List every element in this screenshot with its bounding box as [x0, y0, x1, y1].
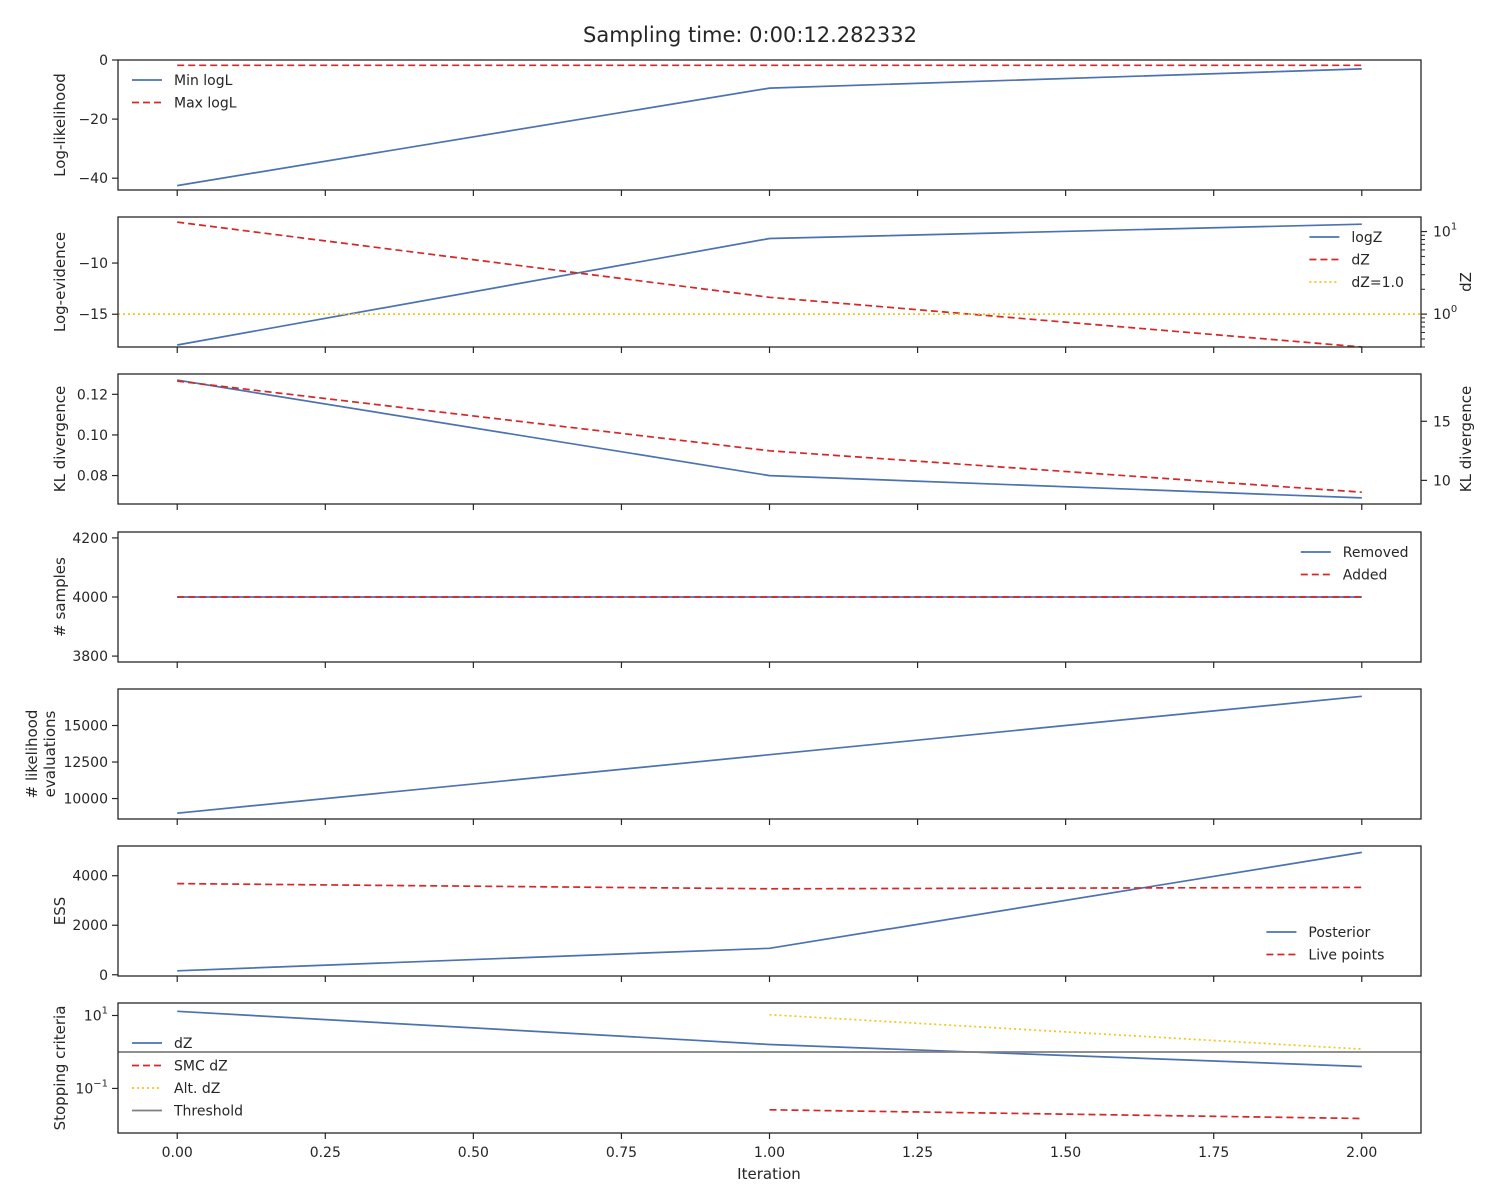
legend-label: Added	[1343, 568, 1388, 584]
series-line-smc-dz	[769, 1108, 1362, 1120]
y-right-tick-label: 101	[1433, 222, 1457, 241]
subplot-4: 4200 4000 3800# samples Removed Added	[51, 531, 1422, 668]
y-right-axis-label: dZ	[1457, 272, 1475, 292]
axes-frame	[117, 373, 1422, 505]
figure-title: Sampling time: 0:00:12.282332	[583, 23, 917, 47]
x-tick-label: 0.25	[310, 1145, 341, 1161]
x-tick-label: 2.00	[1346, 1145, 1377, 1161]
y-axis-label: Log-likelihood	[51, 73, 69, 177]
legend-label: logZ	[1351, 230, 1382, 246]
legend: Min logL Max logL	[132, 73, 237, 112]
series-line-alt-dz	[769, 1013, 1362, 1050]
y-axis-label-line: evaluations	[41, 710, 59, 797]
legend-label: Posterior	[1308, 925, 1370, 941]
legend: Posterior Live points	[1266, 925, 1384, 964]
series-line-2	[177, 380, 1362, 494]
y-tick-label: −40	[78, 171, 108, 187]
series-line-dz	[177, 1010, 1362, 1068]
y-axis-label-line: # likelihood	[23, 710, 41, 799]
y-tick-base: 10	[75, 1081, 93, 1097]
y-right-tick-exponent: 1	[1451, 222, 1457, 233]
y-tick-label: 101	[84, 1005, 108, 1024]
y-right-tick-exponent: 0	[1451, 304, 1457, 315]
subplot-7: 0.00 0.25 0.50 0.75 1.00 1.25 1.50 1.75 2.001011…	[51, 1002, 1422, 1161]
y-tick-label: 0.12	[77, 387, 108, 403]
axes-frame	[117, 1002, 1422, 1134]
axes-frame	[117, 845, 1422, 977]
y-tick-label: 0	[99, 53, 108, 69]
y-tick-label: 15000	[63, 719, 108, 735]
y-tick-label: 3800	[72, 649, 108, 665]
y-axis-label: Log-evidence	[51, 232, 69, 332]
y-tick-label: 10−1	[75, 1078, 108, 1097]
y-tick-label: 0	[99, 968, 108, 984]
legend-label: Removed	[1343, 545, 1409, 561]
y-tick-label: 4200	[72, 531, 108, 547]
series-line-1	[177, 379, 1362, 499]
y-tick-label: 10000	[63, 792, 108, 808]
y-tick-label: −10	[78, 256, 108, 272]
y-right-axis-label: KL divergence	[1457, 386, 1475, 492]
legend-label: Threshold	[173, 1104, 243, 1120]
series-line-logz	[177, 223, 1362, 346]
legend-label: dZ	[174, 1036, 192, 1052]
y-right-tick-label: 10	[1433, 473, 1451, 489]
x-tick-label: 1.25	[902, 1145, 933, 1161]
y-axis-label: # samples	[51, 557, 69, 637]
x-tick-label: 1.00	[754, 1145, 785, 1161]
axes-frame	[117, 216, 1422, 348]
x-tick-label: 0.50	[458, 1145, 489, 1161]
y-axis-label: # likelihoodevaluations	[23, 710, 59, 799]
subplot-1: 0 −20 −40 Log-likelihood Min logL Max logL	[51, 53, 1422, 196]
y-tick-exponent: 1	[102, 1005, 108, 1016]
legend-label: dZ	[1351, 253, 1369, 269]
legend-label: SMC dZ	[174, 1059, 228, 1075]
subplot-3: 0.12 0.10 0.08 15 10 KL divergence KL divergen…	[51, 373, 1475, 510]
y-tick-label: 12500	[63, 755, 108, 771]
y-axis-label: KL divergence	[51, 386, 69, 492]
series-line-1	[177, 695, 1362, 815]
y-tick-label: 2000	[72, 918, 108, 934]
legend-label: dZ=1.0	[1351, 275, 1403, 291]
y-tick-base: 10	[84, 1008, 102, 1024]
y-right-tick-base: 10	[1433, 307, 1451, 323]
x-axis-label: Iteration	[737, 1165, 801, 1183]
x-tick-label: 0.75	[606, 1145, 637, 1161]
x-tick-label: 1.75	[1198, 1145, 1229, 1161]
y-tick-label: 0.10	[77, 428, 108, 444]
legend-label: Min logL	[174, 73, 233, 89]
legend-label: Live points	[1308, 948, 1384, 964]
series-line-live-points	[177, 882, 1362, 890]
axes-frame	[117, 59, 1422, 191]
series-line-min-logl	[177, 68, 1362, 187]
subplot-6: 4000 2000 0 ESS Posterior Live points	[51, 845, 1422, 984]
legend: logZ dZ dZ=1.0	[1309, 230, 1404, 291]
y-right-tick-label: 15	[1433, 414, 1451, 430]
x-tick-label: 0.00	[162, 1145, 193, 1161]
legend: dZ SMC dZ Alt. dZ Threshold	[132, 1036, 243, 1120]
x-tick-label: 1.50	[1050, 1145, 1081, 1161]
y-tick-label: −20	[78, 112, 108, 128]
y-tick-label: 4000	[72, 590, 108, 606]
series-line-posterior	[177, 851, 1362, 972]
y-axis-label: ESS	[51, 897, 69, 926]
legend: Removed Added	[1300, 545, 1409, 584]
y-right-tick-label: 100	[1433, 304, 1457, 323]
y-tick-label: −15	[78, 307, 108, 323]
y-axis-label: Stopping criteria	[51, 1006, 69, 1131]
y-tick-exponent: −1	[93, 1078, 108, 1089]
legend-label: Alt. dZ	[174, 1081, 220, 1097]
y-tick-label: 0.08	[77, 469, 108, 485]
legend-label: Max logL	[174, 96, 237, 112]
y-right-tick-base: 10	[1433, 225, 1451, 241]
series-line-dz	[177, 221, 1362, 348]
y-tick-label: 4000	[72, 869, 108, 885]
